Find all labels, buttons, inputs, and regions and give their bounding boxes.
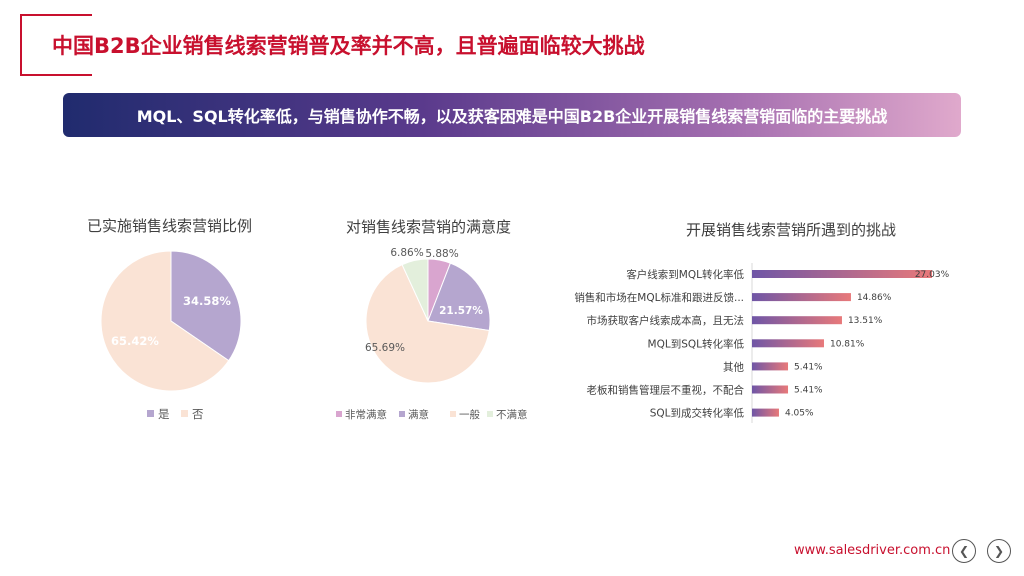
pie1-legend-label-1: 否	[192, 407, 204, 421]
pie1-legend-swatch-0	[147, 410, 154, 417]
pie2-legend-swatch-2	[450, 411, 456, 417]
bar-category-label-3: MQL到SQL转化率低	[648, 337, 745, 350]
pie2-slice-3	[401, 258, 429, 322]
bar-data-label-5: 5.41%	[794, 386, 823, 396]
pie2-legend-swatch-1	[399, 411, 405, 417]
bar-category-label-2: 市场获取客户线索成本高，且无法	[587, 314, 745, 327]
pie2-legend-label-2: 一般	[459, 408, 480, 421]
pie2-data-label-0: 5.88%	[425, 248, 458, 260]
pie1-slice-0	[170, 250, 242, 362]
bar-2	[752, 316, 842, 325]
bar-data-label-6: 4.05%	[785, 409, 814, 419]
bar-category-label-0: 客户线索到MQL转化率低	[626, 268, 744, 281]
page-title: 中国B2B企业销售线索营销普及率并不高，且普遍面临较大挑战	[52, 34, 645, 58]
bar-category-label-5: 老板和销售管理层不重视，不配合	[587, 384, 745, 397]
pie1-data-label-0: 34.58%	[183, 294, 231, 308]
summary-banner: MQL、SQL转化率低，与销售协作不畅，以及获客困难是中国B2B企业开展销售线索…	[63, 93, 961, 137]
pie1-legend-label-0: 是	[158, 407, 170, 421]
bar-0	[752, 270, 932, 278]
bar-6	[752, 408, 779, 417]
pie2-legend-label-1: 满意	[408, 408, 429, 421]
pie2-title: 对销售线索营销的满意度	[346, 218, 512, 236]
pie1-data-label-1: 65.42%	[111, 334, 159, 348]
bar-data-label-0: 27.03%	[915, 270, 950, 280]
bar-1	[752, 293, 851, 302]
pie2-data-label-3: 6.86%	[390, 247, 423, 259]
bar-category-label-6: SQL到成交转化率低	[650, 407, 745, 420]
pie2-data-label-2: 65.69%	[365, 342, 405, 354]
pie1-slice-1	[100, 250, 230, 392]
chevron-right-icon[interactable]: ❯	[987, 539, 1011, 563]
pie1-legend-swatch-1	[181, 410, 188, 417]
chevron-left-icon[interactable]: ❮	[952, 539, 976, 563]
bar-category-label-1: 销售和市场在MQL标准和跟进反馈...	[574, 291, 744, 304]
bar-title: 开展销售线索营销所遇到的挑战	[686, 221, 897, 239]
pie1-title: 已实施销售线索营销比例	[87, 217, 253, 235]
pie2-legend-label-0: 非常满意	[345, 408, 387, 421]
bar-data-label-2: 13.51%	[848, 316, 883, 326]
bar-data-label-4: 5.41%	[794, 362, 823, 372]
pie2-slice-1	[427, 262, 491, 332]
pie2-legend-swatch-0	[336, 411, 342, 417]
bar-3	[752, 339, 824, 348]
pie2-slice-2	[365, 264, 490, 384]
footer-url[interactable]: www.salesdriver.com.cn	[794, 543, 951, 558]
bar-5	[752, 385, 789, 394]
pie2-legend-label-3: 不满意	[496, 408, 528, 421]
pie2-data-label-1: 21.57%	[439, 305, 483, 317]
pie2-legend-swatch-3	[487, 411, 493, 417]
bar-data-label-3: 10.81%	[830, 339, 865, 349]
title-frame	[20, 14, 92, 76]
bar-category-label-4: 其他	[723, 360, 744, 373]
bar-4	[752, 362, 789, 371]
bar-data-label-1: 14.86%	[857, 293, 892, 303]
